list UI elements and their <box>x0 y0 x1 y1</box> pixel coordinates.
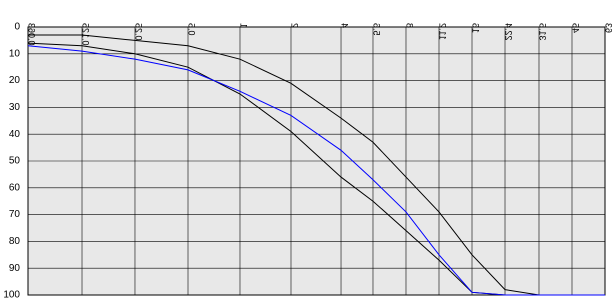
x-tick-label: 8 <box>405 23 415 28</box>
x-tick-label: 4 <box>340 23 350 28</box>
y-tick-label: 50 <box>9 156 21 167</box>
x-tick-label: 45 <box>571 23 581 33</box>
y-tick-label: 0 <box>14 22 20 33</box>
y-tick-label: 40 <box>9 129 21 140</box>
y-tick-label: 80 <box>9 236 21 247</box>
x-tick-label: 2 <box>290 23 300 28</box>
x-tick-label: 1 <box>239 23 249 28</box>
y-tick-label: 10 <box>9 48 21 59</box>
x-tick-label: 0.5 <box>187 23 197 36</box>
x-tick-label: 22.4 <box>504 23 514 41</box>
x-tick-label: 63 <box>604 23 614 33</box>
series-line <box>27 45 605 296</box>
y-tick-label: 70 <box>9 209 21 220</box>
x-tick-label: 5.6 <box>372 23 382 36</box>
x-tick-label: 16 <box>471 23 481 33</box>
y-tick-label: 90 <box>9 263 21 274</box>
x-tick-label: 0.125 <box>81 23 91 46</box>
x-tick-label: 11.2 <box>438 23 448 40</box>
x-tick-label: 31.5 <box>538 23 548 41</box>
y-tick-label: 100 <box>3 290 20 301</box>
series-line <box>28 34 605 296</box>
x-tick-label: 0.25 <box>134 23 144 41</box>
y-tick-label: 30 <box>9 102 21 113</box>
y-tick-label: 20 <box>9 75 21 86</box>
x-tick-label: 0.063 <box>27 23 37 46</box>
y-tick-label: 60 <box>9 182 21 193</box>
